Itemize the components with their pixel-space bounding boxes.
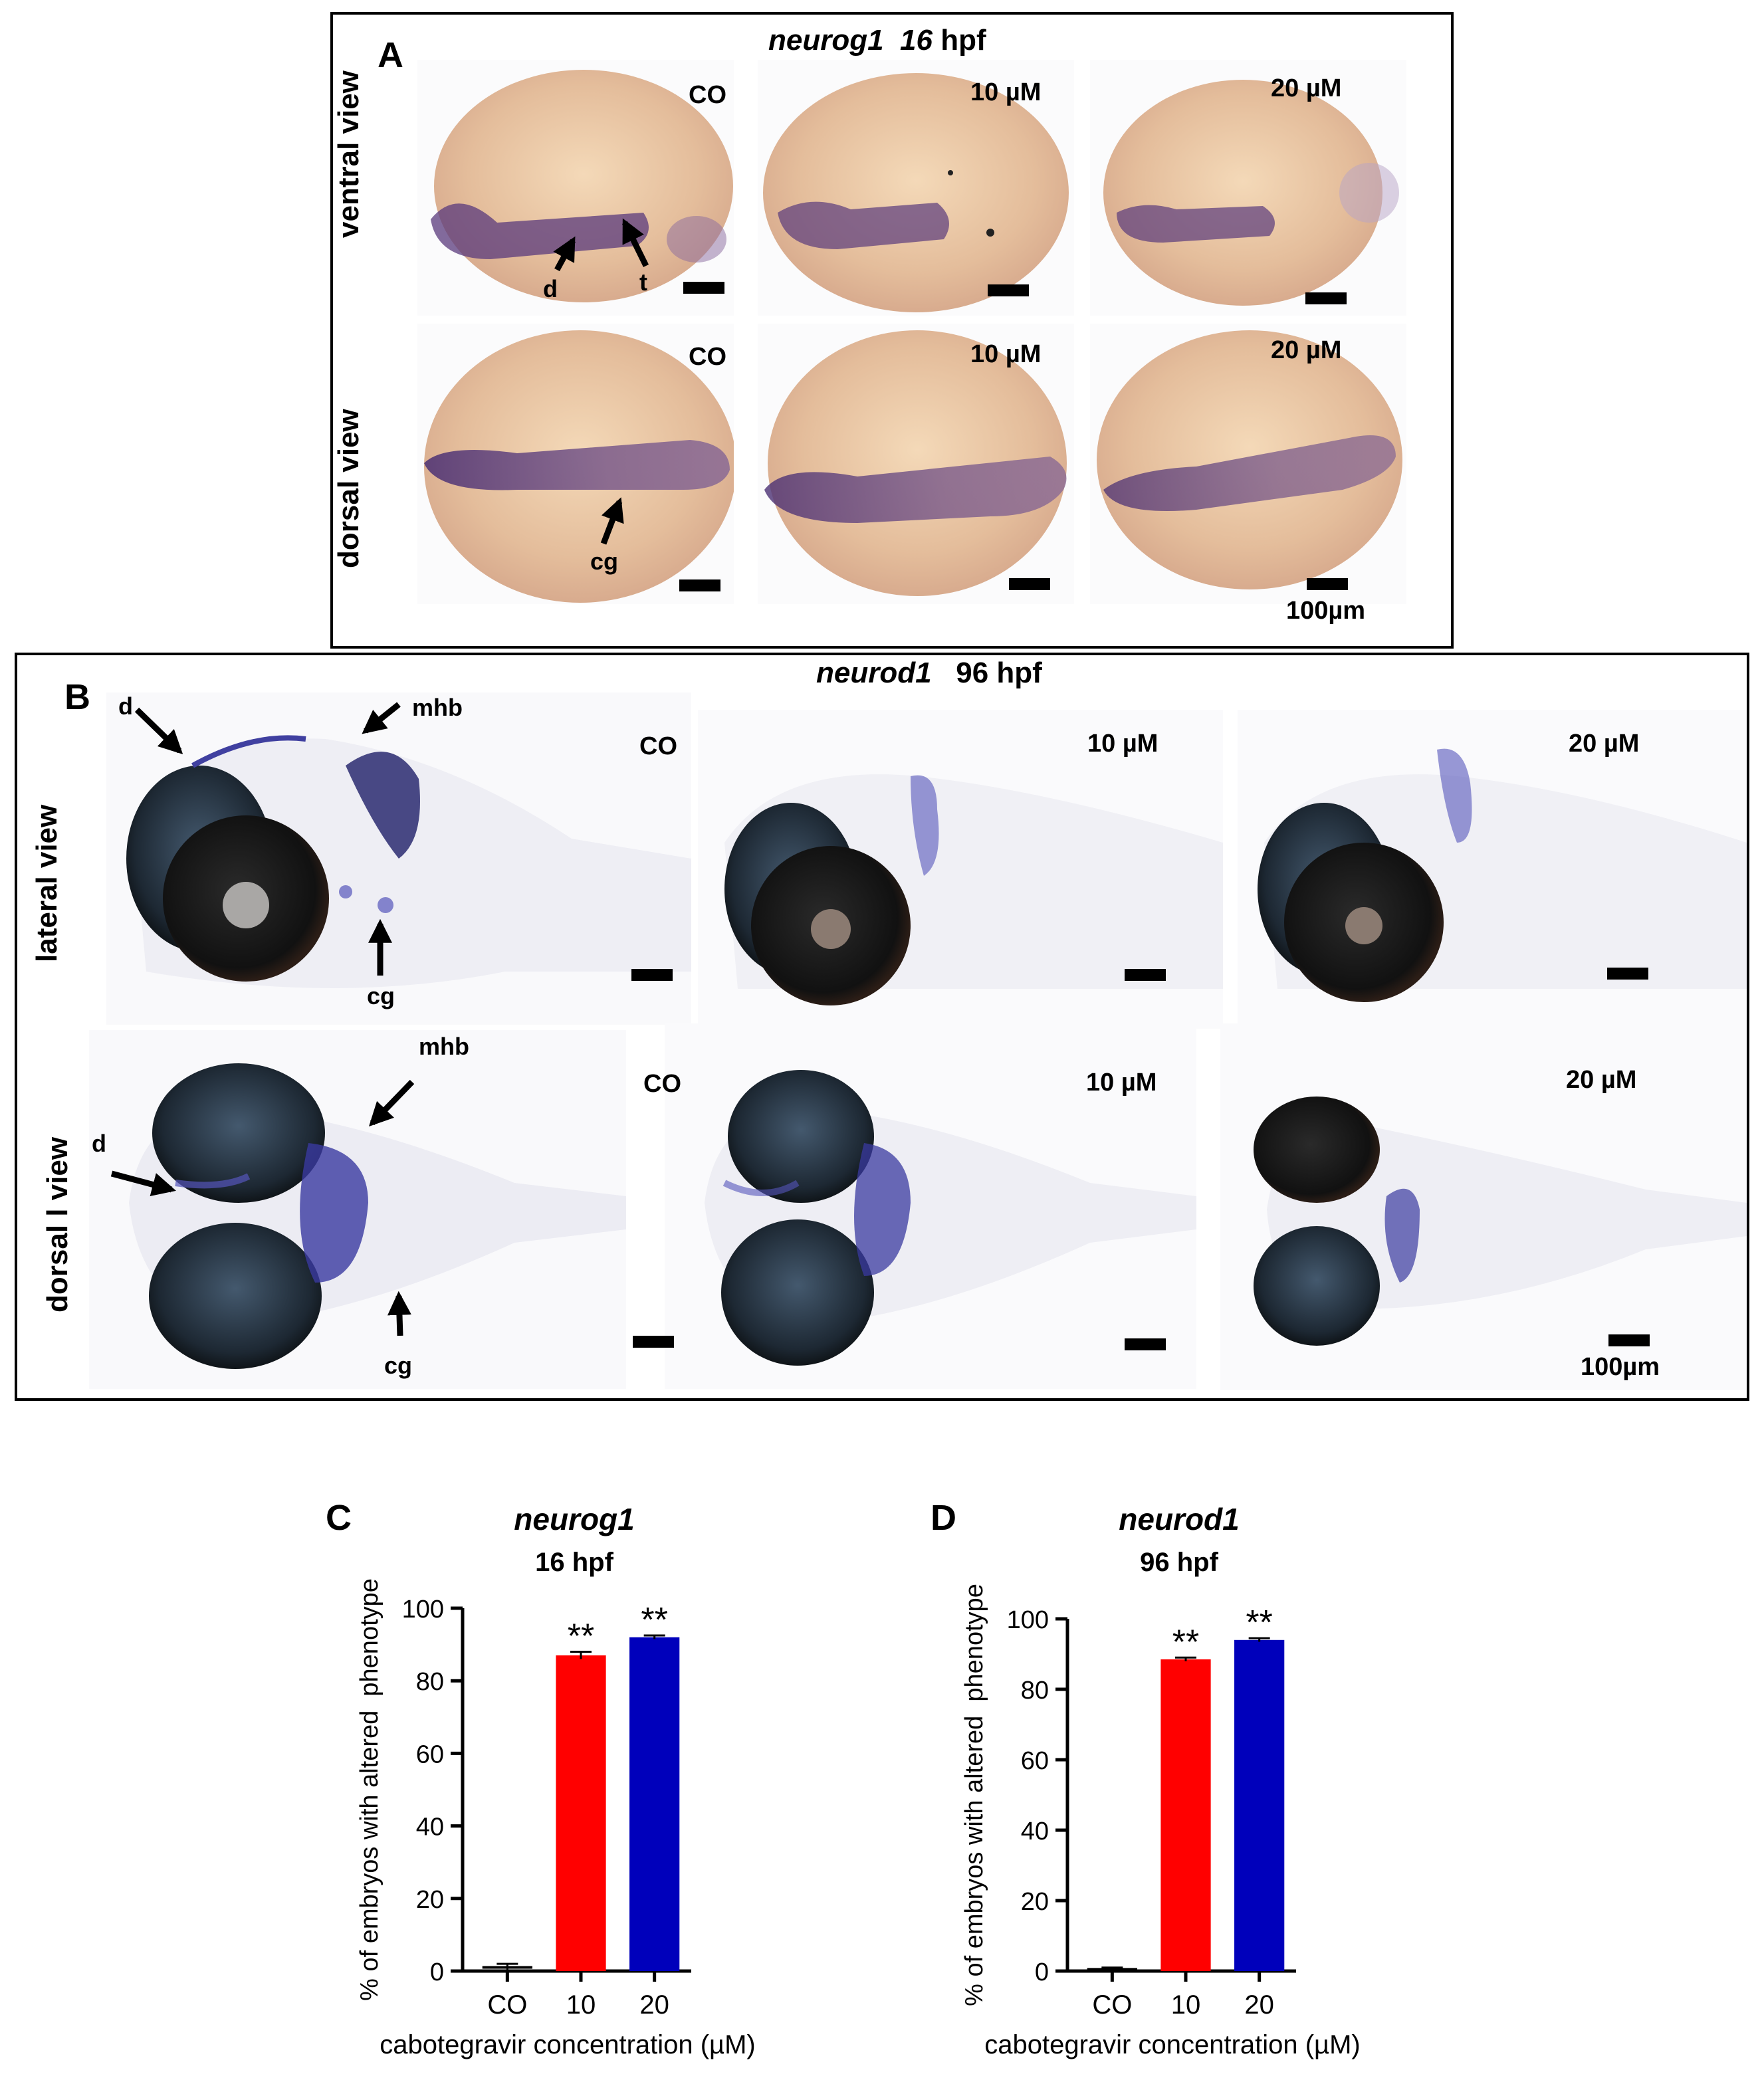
panel-a-gene: neurog1: [768, 24, 884, 56]
panel-b-lateral-co-label: CO: [639, 732, 677, 760]
panel-b-dorsal-20-label: 20 µM: [1566, 1066, 1637, 1094]
panel-b-annotation-d-dorsal: d: [92, 1130, 106, 1157]
panel-b-stage: 96 hpf: [956, 657, 1042, 689]
x-tick-label-20: 20: [1244, 1990, 1274, 2020]
panel-b-lateral-20-image: [1238, 710, 1747, 1029]
y-tick-label: 100: [1007, 1606, 1049, 1634]
panel-a-annotation-cg: cg: [590, 548, 619, 575]
scale-bar: [1009, 578, 1050, 590]
y-tick-label: 0: [430, 1958, 444, 1986]
panel-a-ventral-20-label: 20 µM: [1271, 74, 1342, 102]
scale-bar: [1608, 1334, 1650, 1346]
y-tick-label: 40: [1021, 1818, 1049, 1845]
panel-b-dorsal-10-label: 10 µM: [1086, 1069, 1157, 1097]
panel-b-letter: B: [64, 677, 90, 717]
x-axis-label: cabotegravir concentration (µM): [984, 2030, 1361, 2059]
y-tick-label: 80: [1021, 1677, 1049, 1705]
y-tick-label: 40: [416, 1814, 444, 1841]
y-axis-label: % of embryos with altered phenotype: [356, 1578, 384, 2001]
significance-marker: **: [1246, 1604, 1272, 1642]
panel-b-lateral-co-image: [106, 692, 691, 1025]
scale-bar: [683, 282, 724, 294]
bar-10: [556, 1655, 606, 1971]
bar-20: [1234, 1639, 1285, 1971]
panel-b-annotation-mhb-lateral: mhb: [412, 694, 463, 721]
scale-bar: [1607, 968, 1648, 980]
y-tick-label: 0: [1035, 1958, 1049, 1986]
chart-title: neurod1: [1119, 1502, 1239, 1536]
panel-a-ventral-10-label: 10 µM: [970, 78, 1042, 106]
y-tick-label: 60: [1021, 1747, 1049, 1775]
panel-b-title: neurod1 96 hpf: [816, 657, 1042, 690]
scale-bar: [1307, 578, 1348, 590]
bar-20: [629, 1637, 680, 1971]
y-axis-label: % of embryos with altered phenotype: [960, 1584, 988, 2006]
panel-a-annotation-t: t: [639, 268, 647, 296]
scale-bar: [631, 969, 673, 981]
panel-b-annotation-mhb-dorsal: mhb: [419, 1033, 469, 1060]
panel-b-annotation-cg-lateral: cg: [367, 982, 395, 1009]
panel-a-dorsal-20-label: 20 µM: [1271, 336, 1342, 364]
panel-a-row-label-ventral: ventral view: [332, 70, 365, 238]
y-tick-label: 20: [1021, 1888, 1049, 1916]
panel-b-lateral-10-label: 10 µM: [1087, 730, 1158, 758]
panel-b-dorsal-20-image: [1220, 1023, 1747, 1390]
panel-a-annotation-d: d: [543, 275, 558, 302]
panel-a-title: neurog1 16 hpf: [768, 24, 986, 57]
panel-b-dorsal-10-image: [665, 1023, 1196, 1389]
panel-b-gene: neurod1: [816, 657, 932, 689]
panel-b-row-label-dorsal: dorsal l view: [41, 1136, 74, 1312]
scale-bar: [633, 1336, 674, 1348]
scale-bar: [1125, 1338, 1166, 1350]
y-tick-label: 20: [416, 1886, 444, 1914]
panel-b-dorsal-co-label: CO: [643, 1070, 681, 1098]
panel-a-stage-num: 16: [900, 24, 933, 56]
chart-panel-letter: D: [931, 1498, 956, 1538]
panel-a-dorsal-co-image: [417, 324, 734, 604]
panel-a-row-label-dorsal: dorsal view: [332, 409, 365, 568]
scale-bar: [1305, 292, 1347, 304]
significance-marker: **: [1172, 1623, 1199, 1661]
x-tick-label-20: 20: [639, 1990, 669, 2020]
panel-a-ventral-co-label: CO: [689, 81, 726, 109]
panel-a-dorsal-10-label: 10 µM: [970, 340, 1042, 368]
panel-b-dorsal-co-image: [89, 1030, 626, 1389]
significance-marker: **: [641, 1601, 667, 1639]
y-tick-label: 100: [402, 1596, 444, 1623]
scale-bar: [988, 284, 1029, 296]
chart-panel-letter: C: [326, 1498, 352, 1538]
x-tick-label-10: 10: [1171, 1990, 1201, 2020]
panel-a-ventral-20-image: [1090, 60, 1406, 316]
panel-b-row-label-lateral: lateral view: [31, 804, 63, 962]
panel-a-letter: A: [378, 35, 403, 75]
panel-a-ventral-co-image: [417, 60, 734, 316]
significance-marker: **: [568, 1618, 594, 1656]
scale-bar: [679, 579, 720, 591]
panel-a-ventral-10-image: [758, 60, 1074, 316]
panel-a-dorsal-co-label: CO: [689, 343, 726, 371]
bar-10: [1160, 1659, 1211, 1971]
y-tick-label: 60: [416, 1740, 444, 1768]
panel-a-scale-label: 100µm: [1286, 597, 1366, 625]
x-tick-label-10: 10: [566, 1990, 596, 2020]
x-tick-label-CO: CO: [1092, 1990, 1132, 2020]
chart-title: neurog1: [514, 1502, 634, 1536]
panel-a-dorsal-10-image: [758, 324, 1074, 604]
panel-b-annotation-cg-dorsal: cg: [384, 1352, 413, 1379]
panel-a-dorsal-20-image: [1090, 324, 1406, 604]
x-axis-label: cabotegravir concentration (µM): [380, 2030, 756, 2059]
chart-subtitle: 16 hpf: [535, 1548, 613, 1577]
panel-a-stage-unit: hpf: [940, 24, 986, 56]
x-tick-label-CO: CO: [487, 1990, 527, 2020]
panel-b-lateral-20-label: 20 µM: [1569, 730, 1640, 758]
scale-bar: [1125, 969, 1166, 981]
panel-b-annotation-d-lateral: d: [118, 692, 133, 720]
y-tick-label: 80: [416, 1668, 444, 1696]
chart-subtitle: 96 hpf: [1140, 1548, 1218, 1577]
panel-b-scale-label: 100µm: [1581, 1353, 1660, 1381]
